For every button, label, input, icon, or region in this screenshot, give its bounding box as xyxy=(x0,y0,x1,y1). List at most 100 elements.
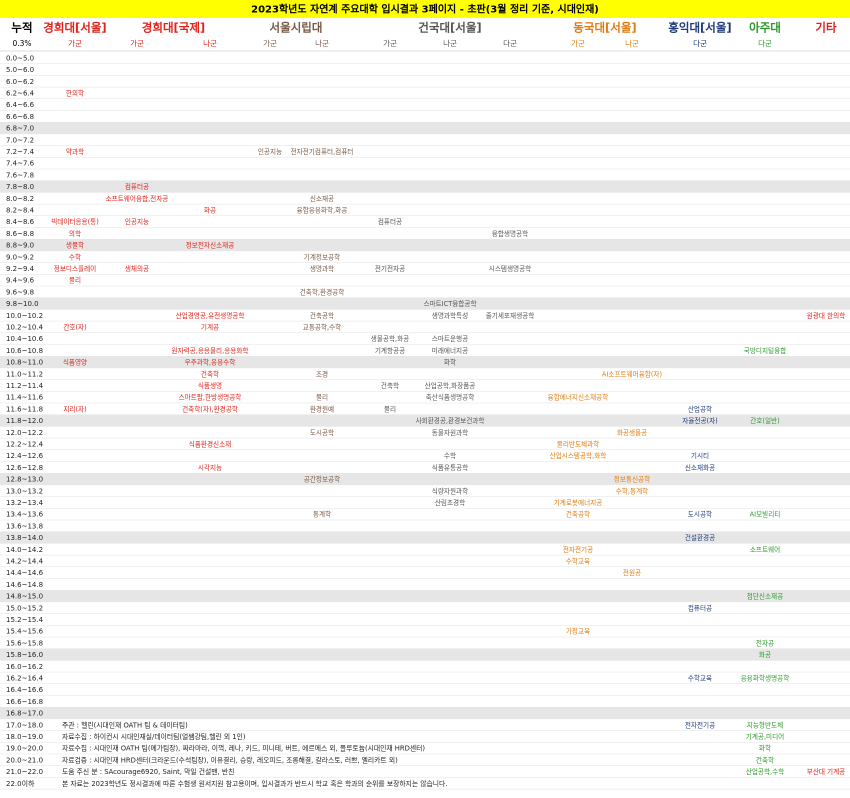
note: 본 자료는 2023학년도 정시결과에 따른 수험생 원서지원 참고용이며, 입… xyxy=(62,779,447,788)
major-entry: 기계로봇에너지공 xyxy=(554,498,603,507)
major-entry: 융합응용화학,화공 xyxy=(297,205,348,214)
major-entry: 지리(자) xyxy=(63,404,86,413)
major-entry: 산업시스템공학,화학 xyxy=(550,451,607,460)
major-entry: 응용화학생명공학 xyxy=(741,673,790,682)
major-entry: 생체의공 xyxy=(125,264,149,273)
major-entry: 사회환경공,환경보건과학 xyxy=(416,416,485,425)
major-entry: 인공지능 xyxy=(125,217,149,226)
major-entry: 기계정보공학 xyxy=(304,252,340,261)
range-label: 14.2~14.4 xyxy=(6,557,44,565)
track-label: 가군 xyxy=(383,39,397,48)
major-entry: 식량자원과학 xyxy=(432,486,468,495)
note: 자료수집 : 하이컨시 시대인재실/데이터팀(얼쌤강팀,헬린 외 1인) xyxy=(62,732,246,741)
major-entry: 한의학 xyxy=(66,88,84,97)
track-label: 다군 xyxy=(758,39,772,48)
range-label: 6.8~7.0 xyxy=(6,125,34,133)
range-label: 10.6~10.8 xyxy=(6,347,43,355)
row-shade xyxy=(0,122,850,134)
major-entry: 전자전기컴퓨터,컴퓨터 xyxy=(291,147,354,156)
major-entry: 생물공학,화공 xyxy=(371,334,410,343)
track-label: 나군 xyxy=(625,39,639,48)
range-label: 13.2~13.4 xyxy=(6,499,44,507)
major-entry: 화공 xyxy=(759,651,771,659)
track-label: 가군 xyxy=(130,39,144,48)
note: 자료검증 : 시대인재 HRD센터(크라운드(수석팀장), 이유결리, 승랑, … xyxy=(62,755,398,764)
range-label: 8.4~8.6 xyxy=(6,218,35,226)
range-label: 15.4~15.6 xyxy=(6,628,44,636)
major-entry: 가정교육 xyxy=(566,627,590,636)
major-entry: 공간정보공학 xyxy=(304,475,340,484)
unit-label: 0.3% xyxy=(12,39,31,48)
major-entry: AI모빌리티 xyxy=(750,510,781,519)
major-entry: 전자공 xyxy=(756,638,774,647)
major-entry: 산림조경학 xyxy=(435,498,465,507)
major-entry: 약과학 xyxy=(66,147,84,156)
major-entry: 원자력공,응용물리,응용화학 xyxy=(172,346,249,355)
major-entry: 수학,통계학 xyxy=(616,486,648,495)
major-entry: 건축학 xyxy=(201,369,219,378)
major-entry: 줄기세포재생공학 xyxy=(486,311,535,320)
range-label: 6.2~6.4 xyxy=(6,89,35,97)
range-label: 9.6~9.8 xyxy=(6,288,34,296)
major-entry: 인공지능 xyxy=(258,147,282,156)
track-label: 나군 xyxy=(443,39,457,48)
major-entry: 소프트웨어융합,전자공 xyxy=(106,194,169,203)
note: 주관 : 헬린(시대인재 OATH 팀 & 데이터팀) xyxy=(62,720,188,729)
range-label: 8.0~8.2 xyxy=(6,195,34,203)
major-entry: 식품유통공학 xyxy=(432,463,468,472)
range-label: 10.8~11.0 xyxy=(6,359,43,367)
major-entry: 산업공학,화장품공 xyxy=(425,381,476,390)
university-name: 아주대 xyxy=(749,21,781,35)
title-band xyxy=(0,0,850,18)
range-label: 5.0~6.0 xyxy=(6,66,34,74)
major-entry: 건축학(자),환경공학 xyxy=(182,404,238,413)
major-entry: 화공 xyxy=(204,206,216,214)
major-entry: 스마트ICT융합공학 xyxy=(423,299,476,308)
range-label: 16.0~16.2 xyxy=(6,663,43,671)
major-entry: 스마트운행공 xyxy=(432,334,468,343)
range-label: 11.6~11.8 xyxy=(6,405,43,413)
major-entry: 융합생명공학 xyxy=(492,229,528,238)
range-label: 6.6~6.8 xyxy=(6,113,34,121)
range-label: 14.6~14.8 xyxy=(6,581,43,589)
row-shade xyxy=(0,414,850,427)
range-label: 22.0이하 xyxy=(6,779,35,788)
major-entry: 수학교육 xyxy=(566,556,590,565)
major-entry: 물리 xyxy=(384,404,396,413)
range-label: 6.4~6.6 xyxy=(6,101,35,109)
range-label: 20.0~21.0 xyxy=(6,756,43,764)
range-label: 7.2~7.4 xyxy=(6,148,35,156)
range-label: 13.6~13.8 xyxy=(6,522,43,530)
major-entry: 기계공 xyxy=(201,322,219,331)
range-label: 14.8~15.0 xyxy=(6,593,43,601)
range-label: 9.2~9.4 xyxy=(6,265,35,273)
range-label: 14.4~14.6 xyxy=(6,569,44,577)
major-entry: 건축공학 xyxy=(566,510,590,519)
major-entry: 정보통신공학 xyxy=(614,475,650,484)
major-entry: 산업경영공,유전생명공학 xyxy=(176,311,245,320)
range-label: 8.2~8.4 xyxy=(6,206,35,214)
university-name: 경희대[서울] xyxy=(43,21,106,35)
major-entry: 기계항공공 xyxy=(375,346,405,355)
range-label: 13.0~13.2 xyxy=(6,487,43,495)
major-entry: 신소재공 xyxy=(310,194,334,203)
university-name: 서울시립대 xyxy=(270,21,323,35)
major-entry: 건축학 xyxy=(381,381,399,390)
range-label: 6.0~6.2 xyxy=(6,78,34,86)
range-label: 11.0~11.2 xyxy=(6,370,43,378)
range-label: 7.0~7.2 xyxy=(6,136,34,144)
track-label: 가군 xyxy=(571,39,585,48)
major-entry: 컴퓨터공 xyxy=(378,217,402,226)
major-entry: 수학 xyxy=(444,451,456,460)
major-entry: 우주과학,응용수학 xyxy=(185,358,236,367)
major-entry: 건축학,환경공학 xyxy=(300,287,345,296)
range-label: 16.8~17.0 xyxy=(6,710,43,718)
major-entry: 전원공 xyxy=(623,568,641,577)
major-entry: 원광대 한의학 xyxy=(807,311,846,320)
major-entry: 전기전자공 xyxy=(375,264,405,273)
major-entry: 식품환경신소재 xyxy=(189,439,231,448)
range-label: 12.6~12.8 xyxy=(6,464,43,472)
major-entry: 건축공학 xyxy=(310,311,334,320)
major-entry: 생명과학 xyxy=(310,264,334,273)
